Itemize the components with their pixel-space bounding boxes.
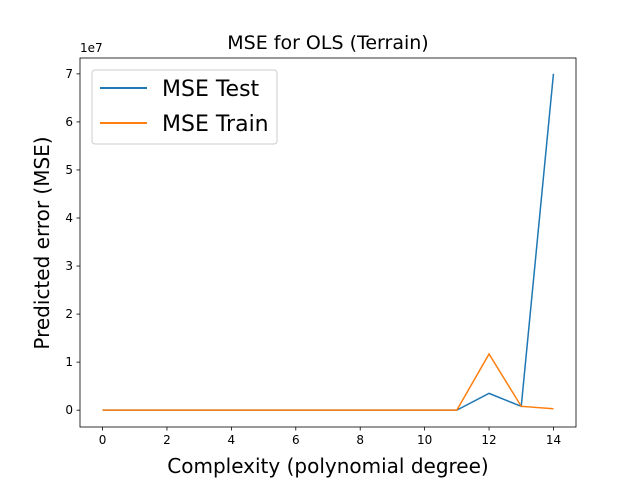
x-tick-label: 2 <box>163 433 171 447</box>
x-tick-label: 10 <box>417 433 432 447</box>
y-tick-label: 3 <box>65 259 73 273</box>
x-tick-label: 0 <box>99 433 107 447</box>
x-axis-label: Complexity (polynomial degree) <box>167 454 488 478</box>
x-tick-label: 4 <box>228 433 236 447</box>
legend-label: MSE Train <box>162 112 269 137</box>
plot-frame <box>79 57 577 428</box>
y-tick-label: 7 <box>65 67 73 81</box>
y-axis-label: Predicted error (MSE) <box>30 136 54 349</box>
y-tick-label: 0 <box>65 403 73 417</box>
y-tick-label: 1 <box>65 355 73 369</box>
y-offset-label: 1e7 <box>80 41 103 55</box>
x-tick-label: 14 <box>546 433 561 447</box>
series-line <box>102 352 554 411</box>
x-tick-label: 12 <box>481 433 496 447</box>
y-tick-label: 6 <box>65 115 73 129</box>
y-tick-label: 5 <box>65 163 73 177</box>
y-tick-label: 2 <box>65 307 73 321</box>
x-tick-label: 6 <box>292 433 300 447</box>
legend-label: MSE Test <box>162 77 260 102</box>
x-tick-label: 8 <box>356 433 364 447</box>
y-tick-label: 4 <box>65 211 73 225</box>
chart-title: MSE for OLS (Terrain) <box>227 32 428 54</box>
